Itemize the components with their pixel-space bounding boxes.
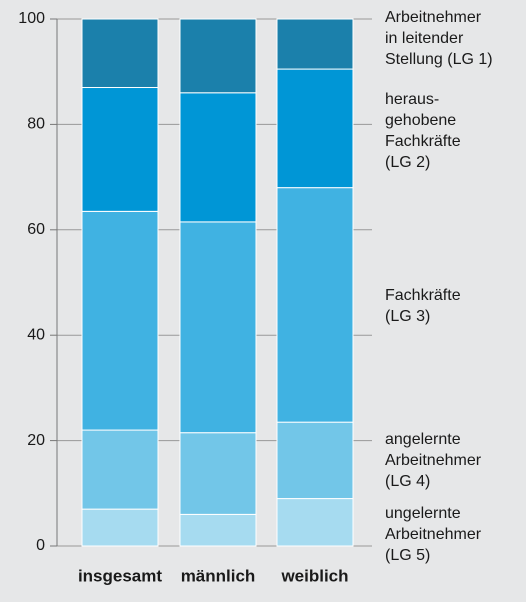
y-tick-label: 80 — [27, 116, 45, 133]
x-tick-label: weiblich — [280, 566, 348, 585]
legend-label: angelernte Arbeitnehmer (LG 4) — [385, 431, 482, 490]
bar-segment — [276, 18, 354, 70]
bar-segment — [276, 187, 354, 423]
bar-segment — [179, 18, 257, 94]
bar-segment — [81, 508, 159, 547]
bar-segment — [179, 221, 257, 434]
legend-label: Arbeitnehmer in leitender Stellung (LG 1) — [385, 9, 493, 68]
y-tick-label: 60 — [27, 221, 45, 238]
y-tick-label: 100 — [18, 10, 45, 27]
x-tick-label: insgesamt — [78, 566, 162, 585]
bar-segment — [81, 18, 159, 89]
legend-label: ungelernte Arbeitnehmer (LG 5) — [385, 505, 482, 564]
bar-segment — [276, 68, 354, 189]
bar-segment — [179, 513, 257, 547]
bar-segment — [179, 92, 257, 223]
bar-segment — [81, 87, 159, 212]
y-tick-label: 0 — [36, 537, 45, 554]
bar-segment — [276, 421, 354, 500]
legend-label: Fachkräfte (LG 3) — [385, 287, 461, 325]
y-tick-label: 40 — [27, 326, 45, 343]
bar-segment — [276, 498, 354, 547]
bar-segment — [81, 210, 159, 431]
y-tick-label: 20 — [27, 432, 45, 449]
bar-segment — [179, 432, 257, 515]
bar-segment — [81, 429, 159, 510]
legend-label: heraus-gehobene Fachkräfte (LG 2) — [385, 91, 461, 171]
x-tick-label: männlich — [181, 566, 256, 585]
